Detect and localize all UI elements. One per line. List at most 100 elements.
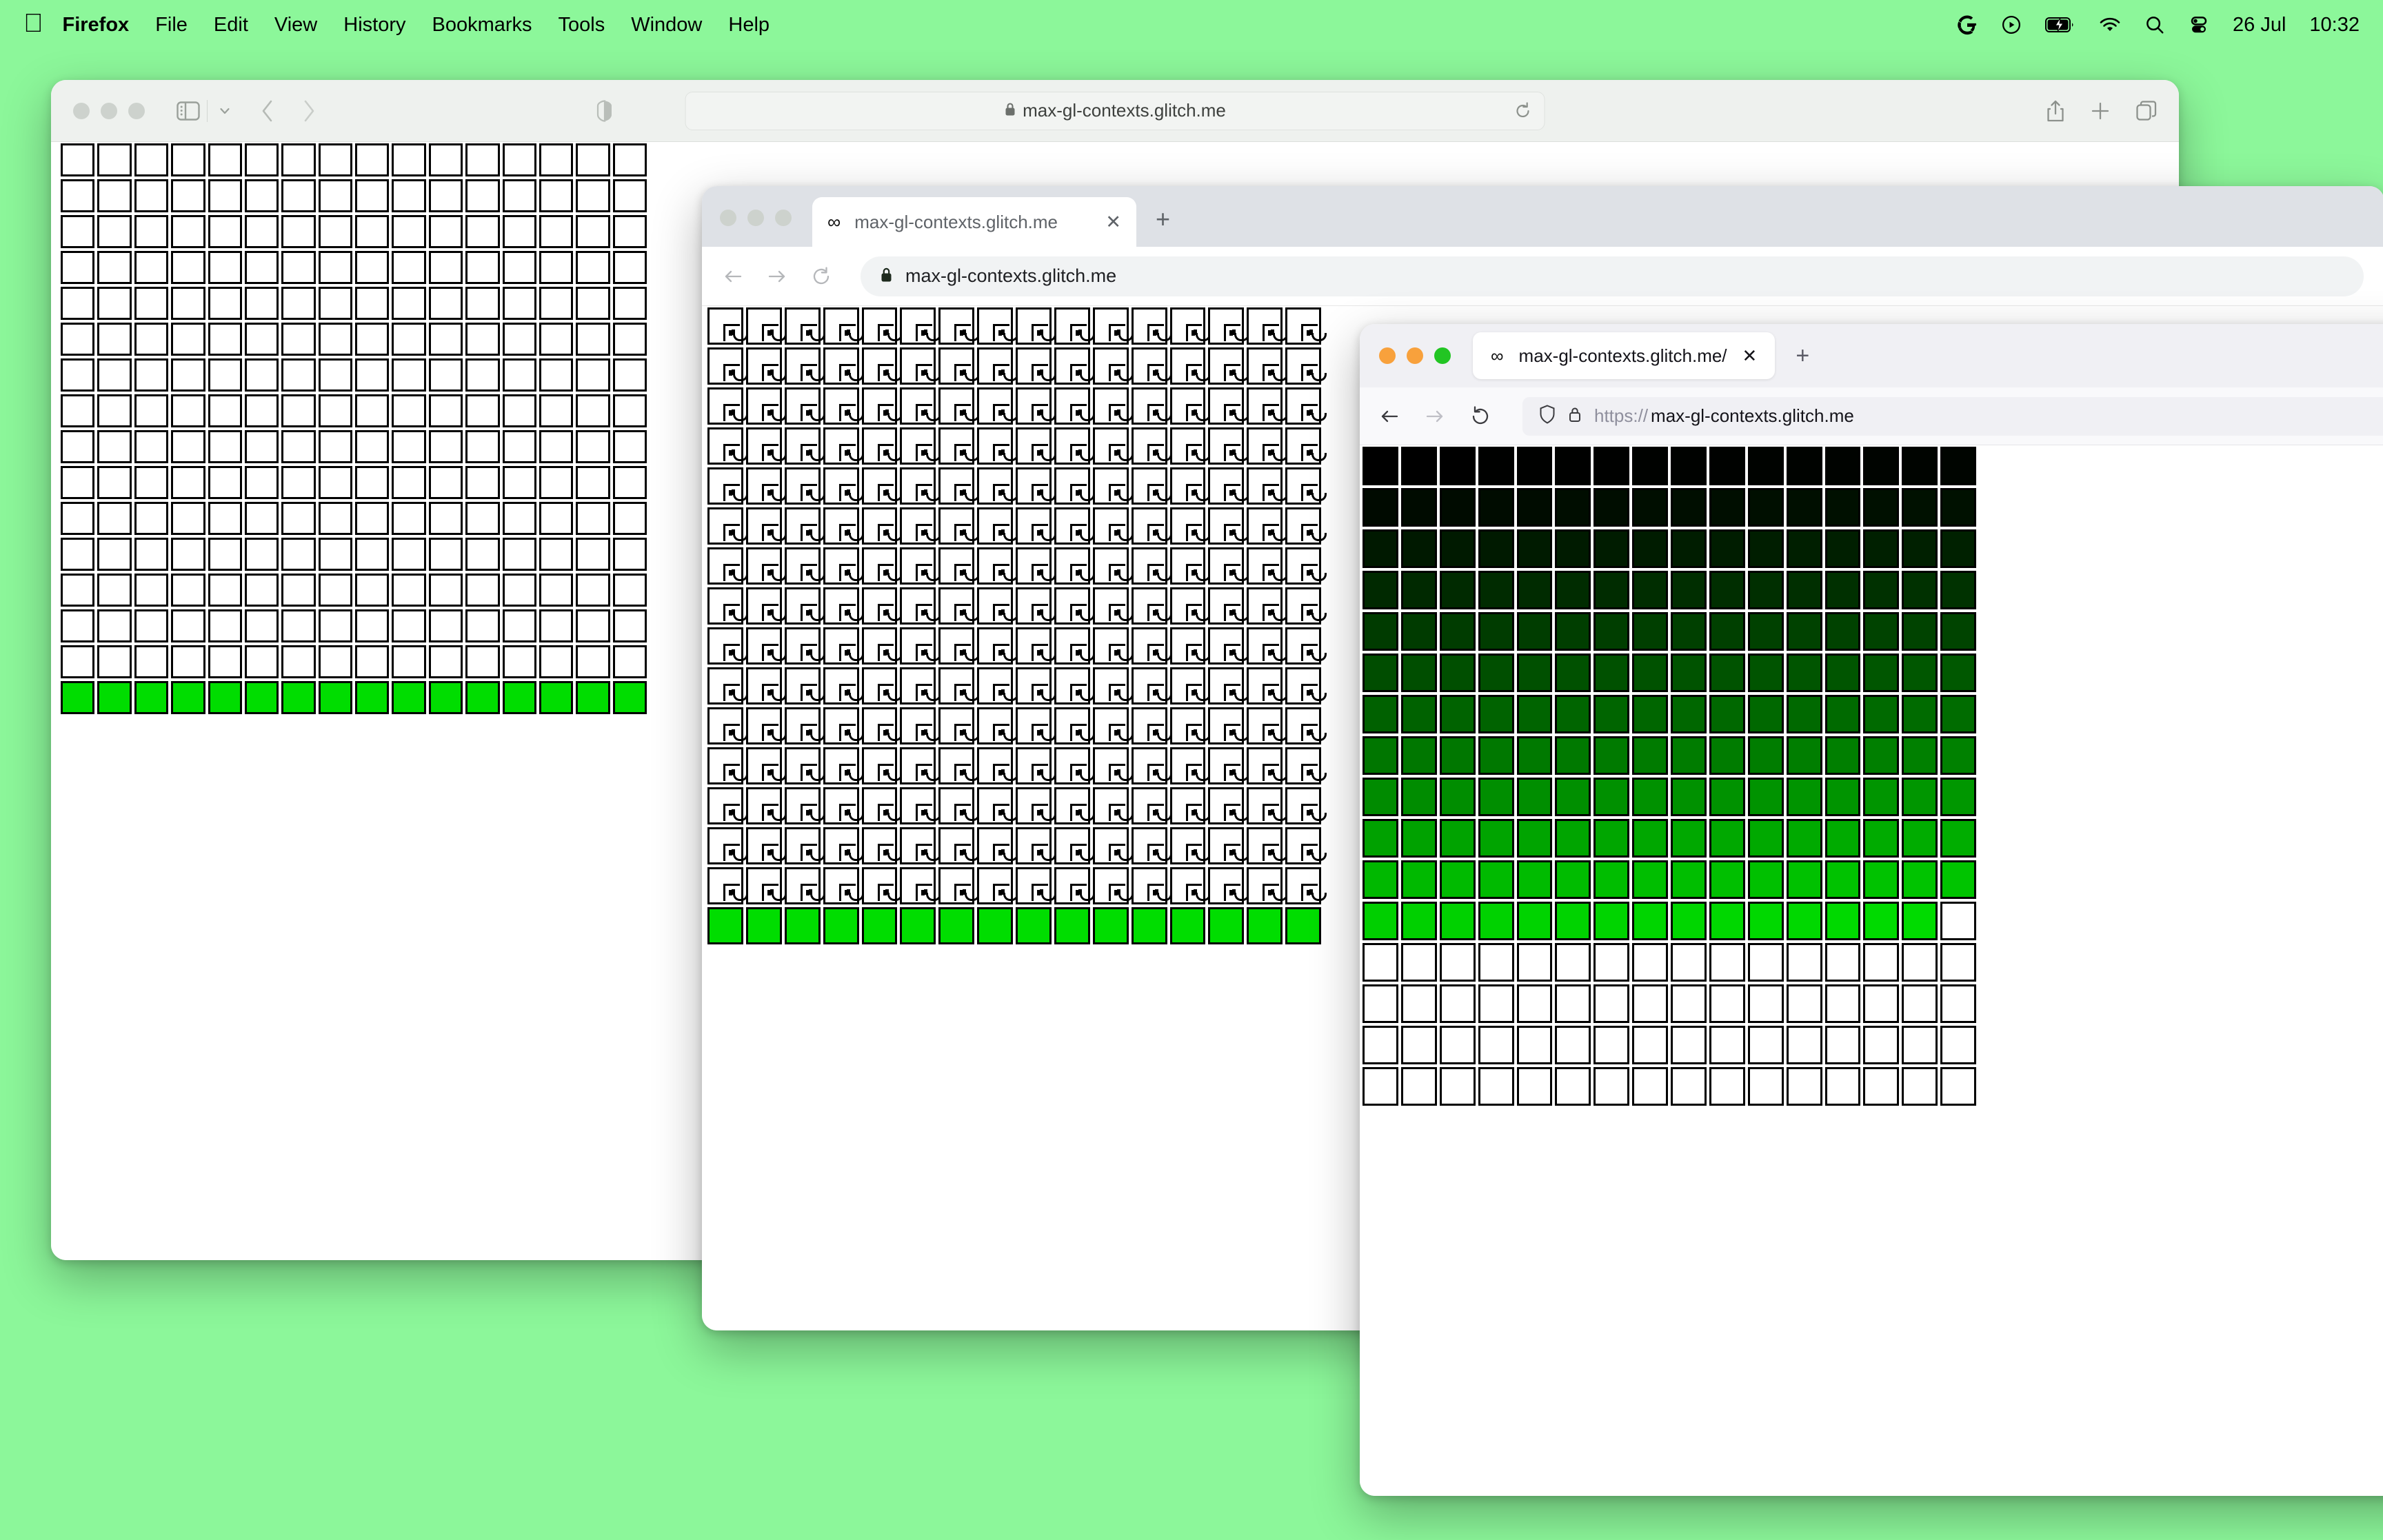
broken-canvas-icon (993, 564, 1018, 582)
canvas-cell (745, 907, 782, 944)
back-icon[interactable] (260, 99, 275, 123)
apple-logo-icon[interactable]:  (23, 10, 43, 37)
broken-canvas-icon (723, 804, 749, 822)
broken-canvas-icon (1185, 684, 1211, 702)
firefox-tab[interactable]: ∞ max-gl-contexts.glitch.me/ ✕ (1473, 332, 1776, 379)
close-tab-icon[interactable]: ✕ (1742, 345, 1758, 366)
canvas-cell (208, 609, 242, 642)
new-tab-icon[interactable] (2091, 101, 2110, 121)
canvas-cell (318, 645, 352, 678)
broken-canvas-icon (993, 804, 1018, 822)
reader-icon[interactable] (596, 99, 614, 122)
canvas-cell (281, 430, 316, 463)
zoom-button[interactable] (128, 102, 145, 119)
back-icon[interactable] (1379, 406, 1400, 427)
canvas-cell (1054, 467, 1096, 505)
safari-address-bar[interactable]: max-gl-contexts.glitch.me (685, 91, 1545, 130)
menu-item-edit[interactable]: Edit (194, 13, 248, 36)
broken-canvas-icon (993, 524, 1018, 542)
wifi-icon[interactable] (2099, 16, 2121, 34)
shield-icon[interactable] (1539, 405, 1556, 427)
tab-overview-icon[interactable] (2136, 100, 2157, 121)
new-tab-button[interactable]: + (1156, 205, 1171, 233)
canvas-cell (1709, 488, 1745, 527)
close-button[interactable] (720, 210, 736, 226)
new-tab-button[interactable]: + (1796, 343, 1810, 369)
canvas-cell (707, 347, 749, 385)
lock-icon[interactable] (880, 267, 893, 286)
firefox-traffic-lights[interactable] (1379, 347, 1451, 364)
reload-icon[interactable] (1470, 405, 1491, 427)
canvas-cell (823, 427, 865, 465)
canvas-cell (1902, 943, 1938, 982)
canvas-cell (784, 827, 826, 864)
forward-icon[interactable] (1425, 406, 1445, 427)
chrome-tab[interactable]: ∞ max-gl-contexts.glitch.me ✕ (812, 197, 1136, 247)
forward-icon[interactable] (767, 266, 787, 287)
canvas-cell (1054, 707, 1096, 744)
canvas-cell (1054, 667, 1096, 705)
broken-canvas-icon (1147, 764, 1173, 782)
safari-traffic-lights[interactable] (73, 102, 145, 119)
canvas-cell (1593, 571, 1630, 609)
canvas-cell (281, 215, 316, 248)
canvas-cell (1824, 612, 1861, 651)
canvas-cell (1747, 654, 1784, 692)
canvas-cell (1786, 695, 1822, 733)
battery-charging-icon[interactable] (2045, 16, 2075, 34)
control-center-icon[interactable] (2189, 14, 2209, 35)
menu-item-tools[interactable]: Tools (539, 13, 605, 36)
canvas-cell (1824, 943, 1861, 982)
minimize-button[interactable] (1407, 347, 1423, 364)
broken-canvas-icon (954, 484, 980, 502)
canvas-cell (1363, 488, 1398, 527)
back-icon[interactable] (723, 266, 743, 287)
reload-icon[interactable] (1502, 93, 1544, 129)
chrome-traffic-lights[interactable] (720, 210, 792, 247)
canvas-cell (1671, 984, 1707, 1023)
canvas-cell (1940, 654, 1976, 692)
menu-bar-time[interactable]: 10:32 (2309, 13, 2360, 36)
minimize-button[interactable] (101, 102, 117, 119)
broken-canvas-icon (1224, 884, 1249, 902)
menu-item-history[interactable]: History (323, 13, 405, 36)
minimize-button[interactable] (747, 210, 764, 226)
broken-canvas-icon (916, 764, 941, 782)
google-icon[interactable] (1957, 14, 1978, 35)
forward-icon[interactable] (301, 99, 316, 123)
canvas-cell (134, 681, 169, 714)
menu-item-file[interactable]: File (135, 13, 188, 36)
zoom-button[interactable] (775, 210, 792, 226)
menu-item-firefox[interactable]: Firefox (43, 13, 130, 36)
sidebar-icon[interactable] (177, 101, 200, 121)
canvas-cell (1439, 571, 1476, 609)
close-button[interactable] (73, 102, 90, 119)
broken-canvas-icon (761, 564, 787, 582)
reload-icon[interactable] (811, 266, 832, 287)
menu-item-help[interactable]: Help (708, 13, 770, 36)
menu-item-bookmarks[interactable]: Bookmarks (412, 13, 532, 36)
canvas-cell (612, 358, 647, 392)
close-tab-icon[interactable]: ✕ (1105, 211, 1121, 232)
share-icon[interactable] (2047, 100, 2064, 122)
canvas-cell (1285, 747, 1327, 784)
canvas-cell (1016, 907, 1052, 944)
search-icon[interactable] (2144, 14, 2165, 35)
zoom-button[interactable] (1434, 347, 1451, 364)
canvas-cell (1786, 1026, 1822, 1064)
firefox-address-bar[interactable]: https:// max-gl-contexts.glitch.me (1522, 396, 2383, 436)
canvas-cell (1593, 488, 1630, 527)
broken-canvas-icon (1224, 764, 1249, 782)
play-circle-icon[interactable] (2001, 14, 2022, 35)
menu-item-window[interactable]: Window (611, 13, 702, 36)
lock-icon[interactable] (1568, 406, 1582, 426)
canvas-cell (1131, 787, 1173, 824)
menu-bar-date[interactable]: 26 Jul (2233, 13, 2286, 36)
canvas-cell (1593, 1067, 1630, 1106)
chevron-down-icon[interactable] (207, 99, 231, 122)
firefox-window[interactable]: ∞ max-gl-contexts.glitch.me/ ✕ + https:/… (1360, 324, 2383, 1496)
close-button[interactable] (1379, 347, 1396, 364)
canvas-cell (900, 507, 941, 545)
chrome-address-bar[interactable]: max-gl-contexts.glitch.me (861, 256, 2364, 296)
menu-item-view[interactable]: View (254, 13, 317, 36)
